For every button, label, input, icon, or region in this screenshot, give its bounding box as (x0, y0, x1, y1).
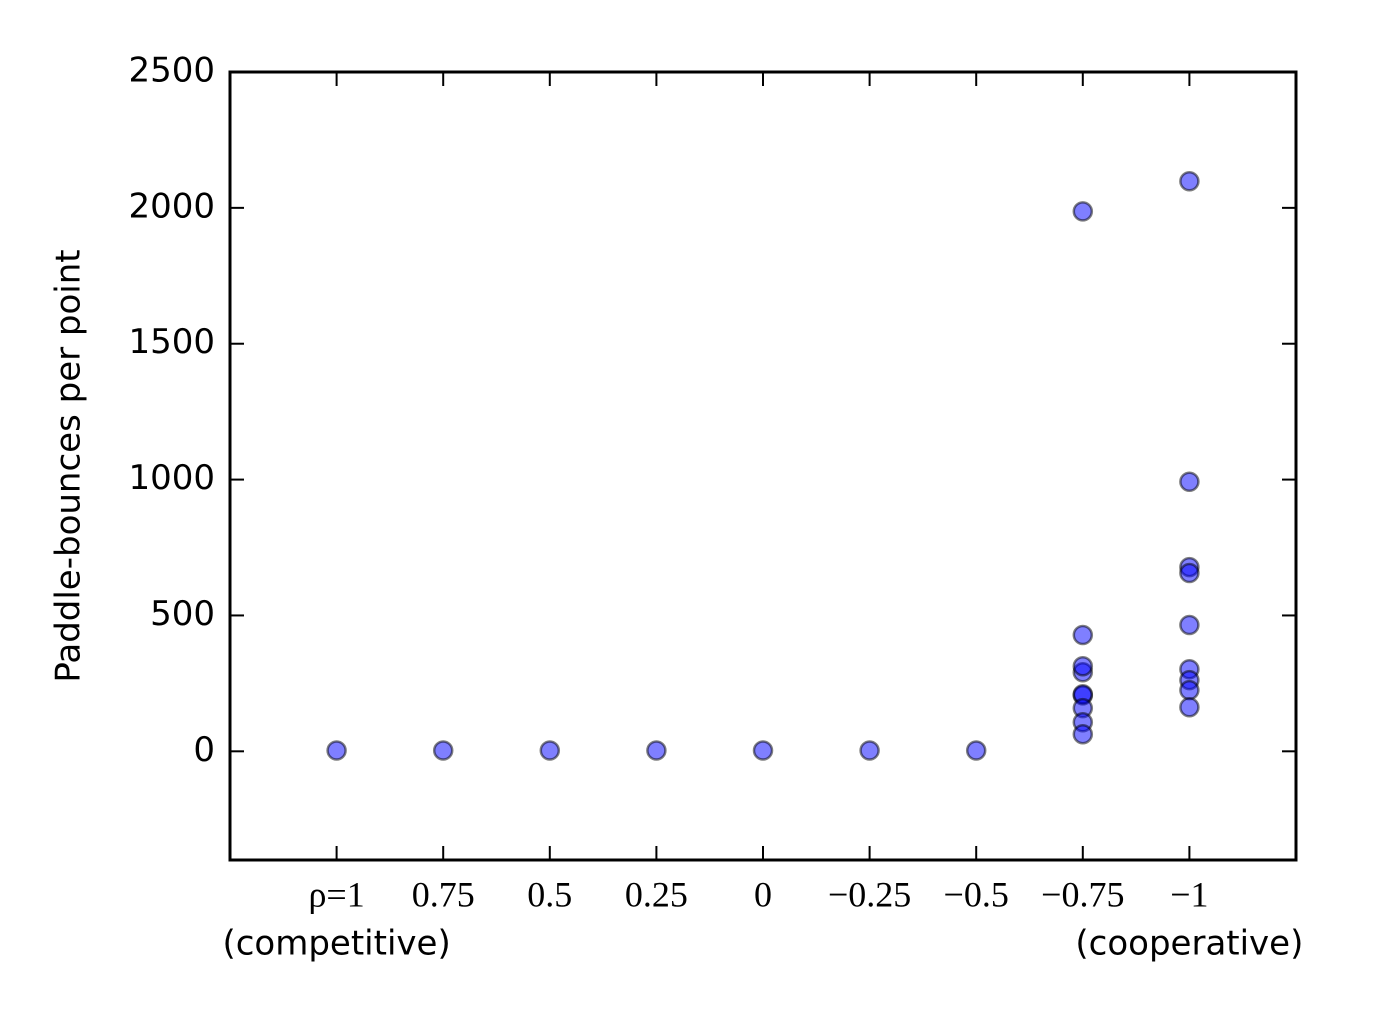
scatter-point (1179, 614, 1200, 636)
x-tick-label: 0.75 (412, 874, 475, 914)
scatter-point (1179, 471, 1200, 493)
scatter-point (859, 740, 880, 761)
x-tick-label: ρ=1 (308, 874, 364, 914)
y-tick-label: 500 (150, 594, 215, 634)
x-tick-label: −0.25 (828, 874, 911, 914)
scatter-point (1072, 656, 1094, 677)
scatter-point (1179, 679, 1200, 701)
scatter-point (1179, 562, 1200, 584)
scatter-point (539, 740, 561, 761)
scatter-point (432, 740, 454, 761)
annotation: (cooperative) (1075, 924, 1303, 964)
x-tick-label: −0.75 (1041, 874, 1124, 914)
x-tick-label: −0.5 (944, 874, 1009, 914)
scatter-point (1072, 624, 1094, 646)
y-tick-label: 1500 (128, 322, 215, 362)
scatter-point (1179, 697, 1200, 718)
y-tick-label: 0 (193, 730, 215, 770)
x-tick-label: 0.5 (527, 874, 572, 914)
x-tick-label: −1 (1170, 874, 1208, 914)
x-tick-label: 0 (754, 874, 772, 914)
y-tick-label: 2000 (128, 186, 215, 226)
scatter-point (965, 740, 987, 761)
scatter-point (1072, 201, 1094, 222)
y-tick-label: 1000 (128, 458, 215, 498)
scatter-point (752, 740, 774, 761)
scatter-point (326, 740, 347, 761)
scatter-point (646, 740, 667, 761)
scatter-point (1179, 170, 1200, 192)
x-tick-label: 0.25 (625, 874, 688, 914)
y-axis-label: Paddle-bounces per point (49, 249, 89, 682)
scatter-point (1072, 723, 1094, 745)
y-tick-label: 2500 (128, 51, 215, 91)
annotation: (competitive) (222, 924, 450, 964)
